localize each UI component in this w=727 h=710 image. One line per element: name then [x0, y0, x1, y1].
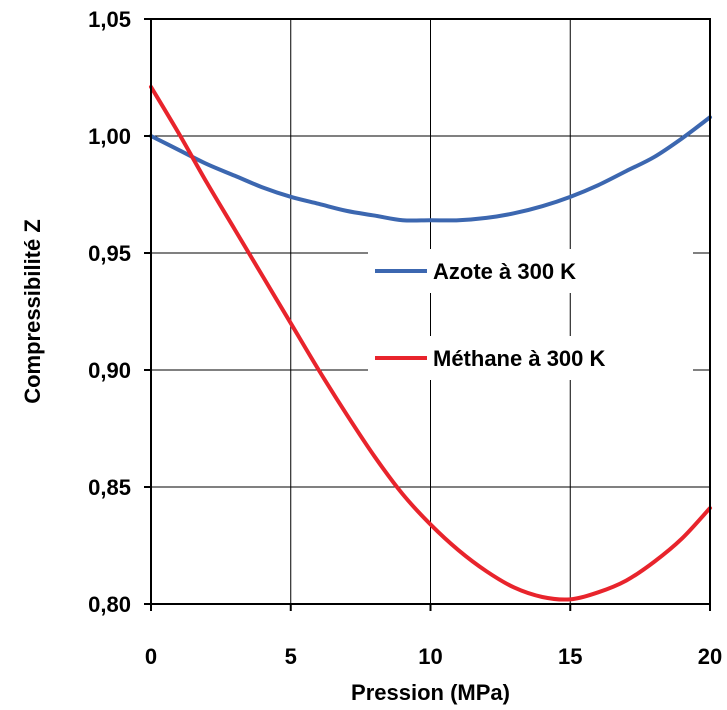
y-tick-label: 0,95 — [88, 241, 131, 266]
y-tick-label: 1,00 — [88, 124, 131, 149]
x-tick-label: 0 — [145, 644, 157, 669]
legend-label-methane: Méthane à 300 K — [433, 346, 606, 371]
series-line-azote — [149, 115, 712, 223]
x-axis-label: Pression (MPa) — [351, 680, 510, 705]
x-tick-label: 10 — [418, 644, 442, 669]
grid-lines — [151, 19, 710, 604]
x-axis-ticks: 0 5 10 15 20 — [145, 604, 722, 669]
y-tick-label: 0,85 — [88, 475, 131, 500]
series-line-methane — [149, 84, 712, 602]
x-tick-label: 5 — [285, 644, 297, 669]
legend: Azote à 300 K Méthane à 300 K — [368, 249, 693, 380]
y-tick-label: 0,80 — [88, 592, 131, 617]
y-tick-label: 0,90 — [88, 358, 131, 383]
y-axis-ticks: 0,80 0,85 0,90 0,95 1,00 1,05 — [88, 7, 151, 617]
legend-label-azote: Azote à 300 K — [433, 259, 576, 284]
y-axis-label: Compressibilité Z — [20, 219, 45, 404]
x-tick-label: 20 — [698, 644, 722, 669]
y-tick-label: 1,05 — [88, 7, 131, 32]
x-tick-label: 15 — [558, 644, 582, 669]
series-lines — [149, 84, 712, 602]
